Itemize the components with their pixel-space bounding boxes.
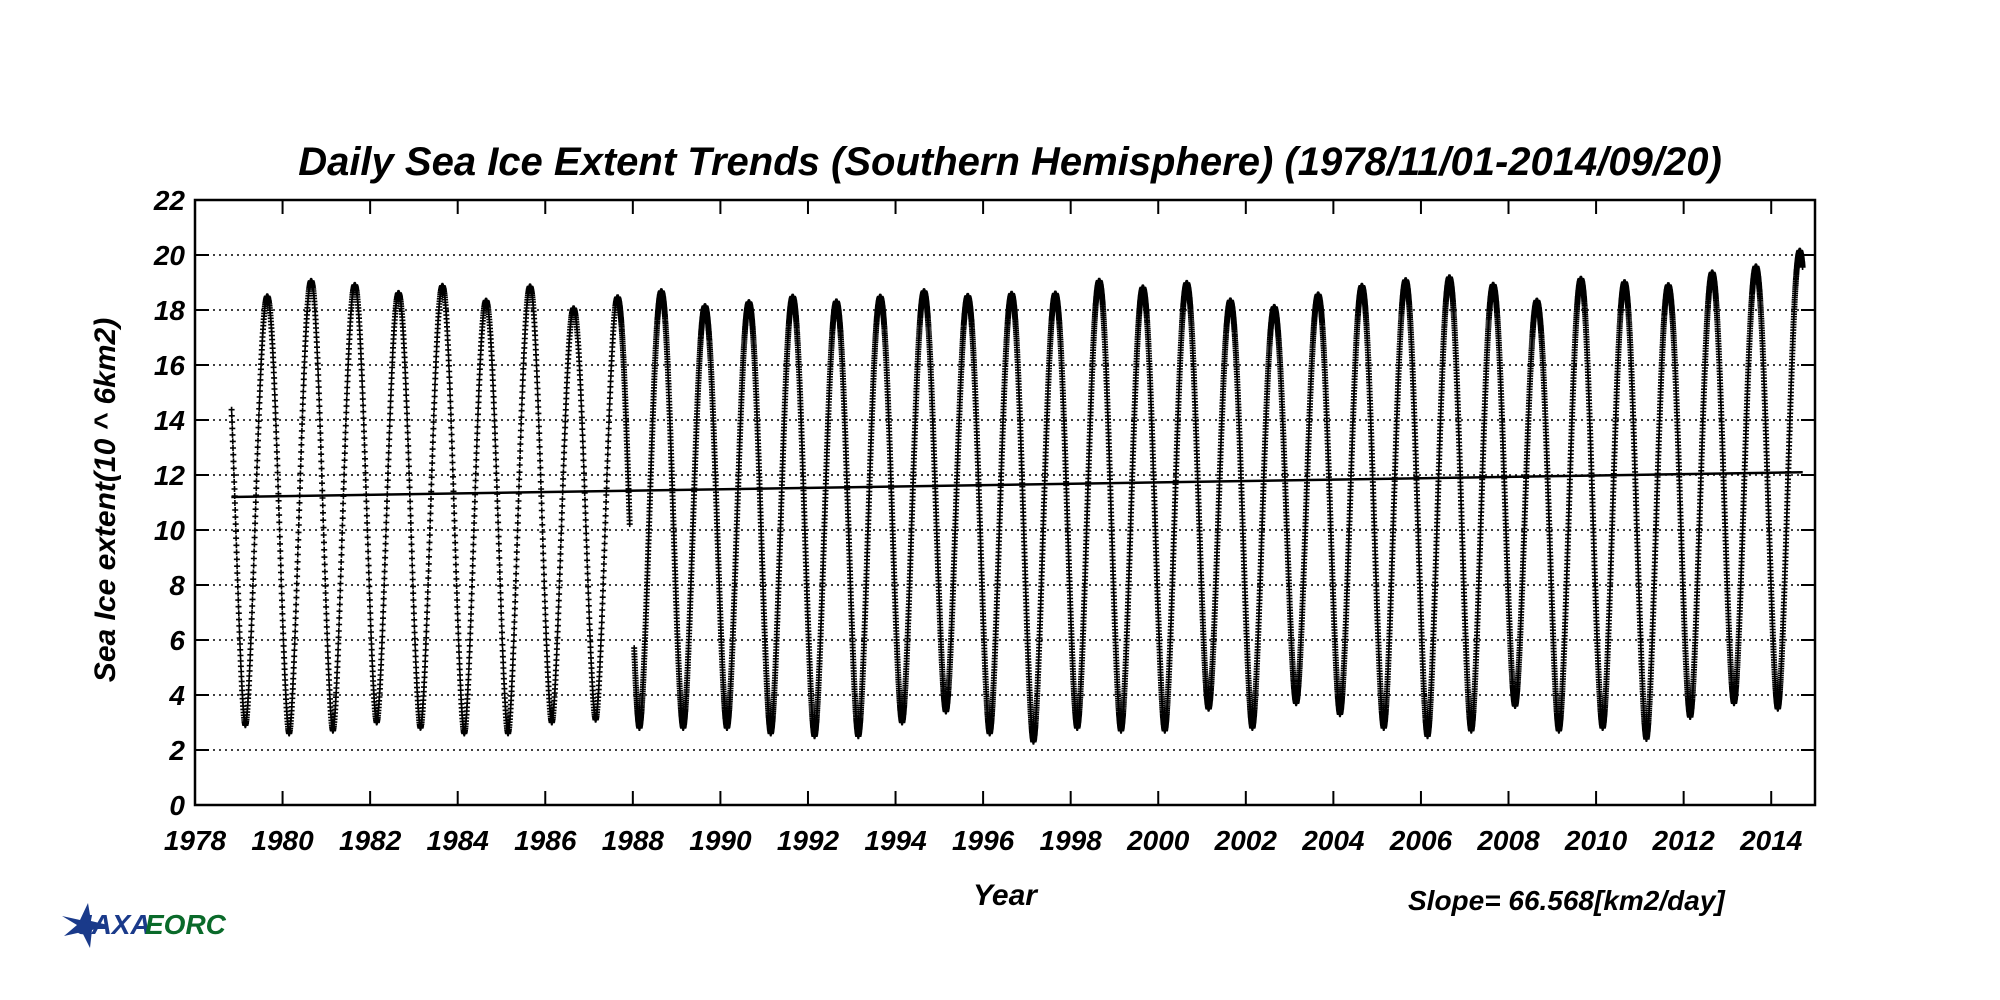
x-tick-label: 1994 xyxy=(864,825,927,856)
jaxa-logo-mark: JAXA xyxy=(76,909,151,940)
x-tick-label: 1996 xyxy=(952,825,1015,856)
y-tick-label: 20 xyxy=(153,240,186,271)
x-tick-label: 2000 xyxy=(1126,825,1190,856)
chart-title: Daily Sea Ice Extent Trends (Southern He… xyxy=(298,140,1722,184)
y-tick-label: 22 xyxy=(153,185,186,216)
x-tick-label: 2002 xyxy=(1214,825,1278,856)
y-tick-label: 16 xyxy=(154,350,186,381)
y-tick-label: 14 xyxy=(154,405,186,436)
y-tick-label: 0 xyxy=(169,790,185,821)
x-tick-label: 1988 xyxy=(602,825,665,856)
x-tick-label: 2010 xyxy=(1564,825,1628,856)
x-tick-label: 2006 xyxy=(1389,825,1453,856)
y-tick-label: 12 xyxy=(154,460,186,491)
y-tick-labels: 0 2 4 6 8 10 12 14 16 18 20 22 xyxy=(153,185,186,821)
x-tick-label: 2004 xyxy=(1301,825,1365,856)
x-tick-label: 1978 xyxy=(164,825,227,856)
x-tick-label: 1986 xyxy=(514,825,577,856)
y-tick-label: 10 xyxy=(154,515,186,546)
axis-ticks xyxy=(194,199,1815,806)
y-tick-label: 2 xyxy=(168,735,185,766)
x-tick-label: 2008 xyxy=(1476,825,1540,856)
trend-layer xyxy=(231,471,1803,499)
jaxa-logo: JAXA EORC xyxy=(62,903,227,948)
x-tick-label: 1990 xyxy=(689,825,752,856)
y-tick-label: 18 xyxy=(154,295,186,326)
y-tick-label: 6 xyxy=(169,625,185,656)
x-tick-labels: 1978 1980 1982 1984 1986 1988 1990 1992 1994 1996… xyxy=(164,825,1803,856)
x-tick-label: 1998 xyxy=(1040,825,1103,856)
x-tick-label: 1980 xyxy=(251,825,314,856)
plot-frame xyxy=(193,198,1817,807)
x-tick-label: 2012 xyxy=(1652,825,1716,856)
slope-annotation: Slope= 66.568[km2/day] xyxy=(1408,885,1726,916)
x-tick-label: 2014 xyxy=(1739,825,1803,856)
jaxa-star-icon xyxy=(62,903,108,948)
data-layer xyxy=(228,247,1806,745)
daily-extent-points xyxy=(228,247,1806,745)
x-tick-label: 1982 xyxy=(339,825,402,856)
trend-line xyxy=(231,471,1803,499)
jaxa-logo-text: EORC xyxy=(145,909,227,940)
y-tick-label: 4 xyxy=(168,680,185,711)
x-tick-label: 1992 xyxy=(777,825,840,856)
x-axis-label: Year xyxy=(973,879,1039,912)
y-axis-label: Sea Ice extent(10 ^ 6km2) xyxy=(89,318,122,682)
y-tick-label: 8 xyxy=(169,570,185,601)
x-tick-label: 1984 xyxy=(427,825,490,856)
